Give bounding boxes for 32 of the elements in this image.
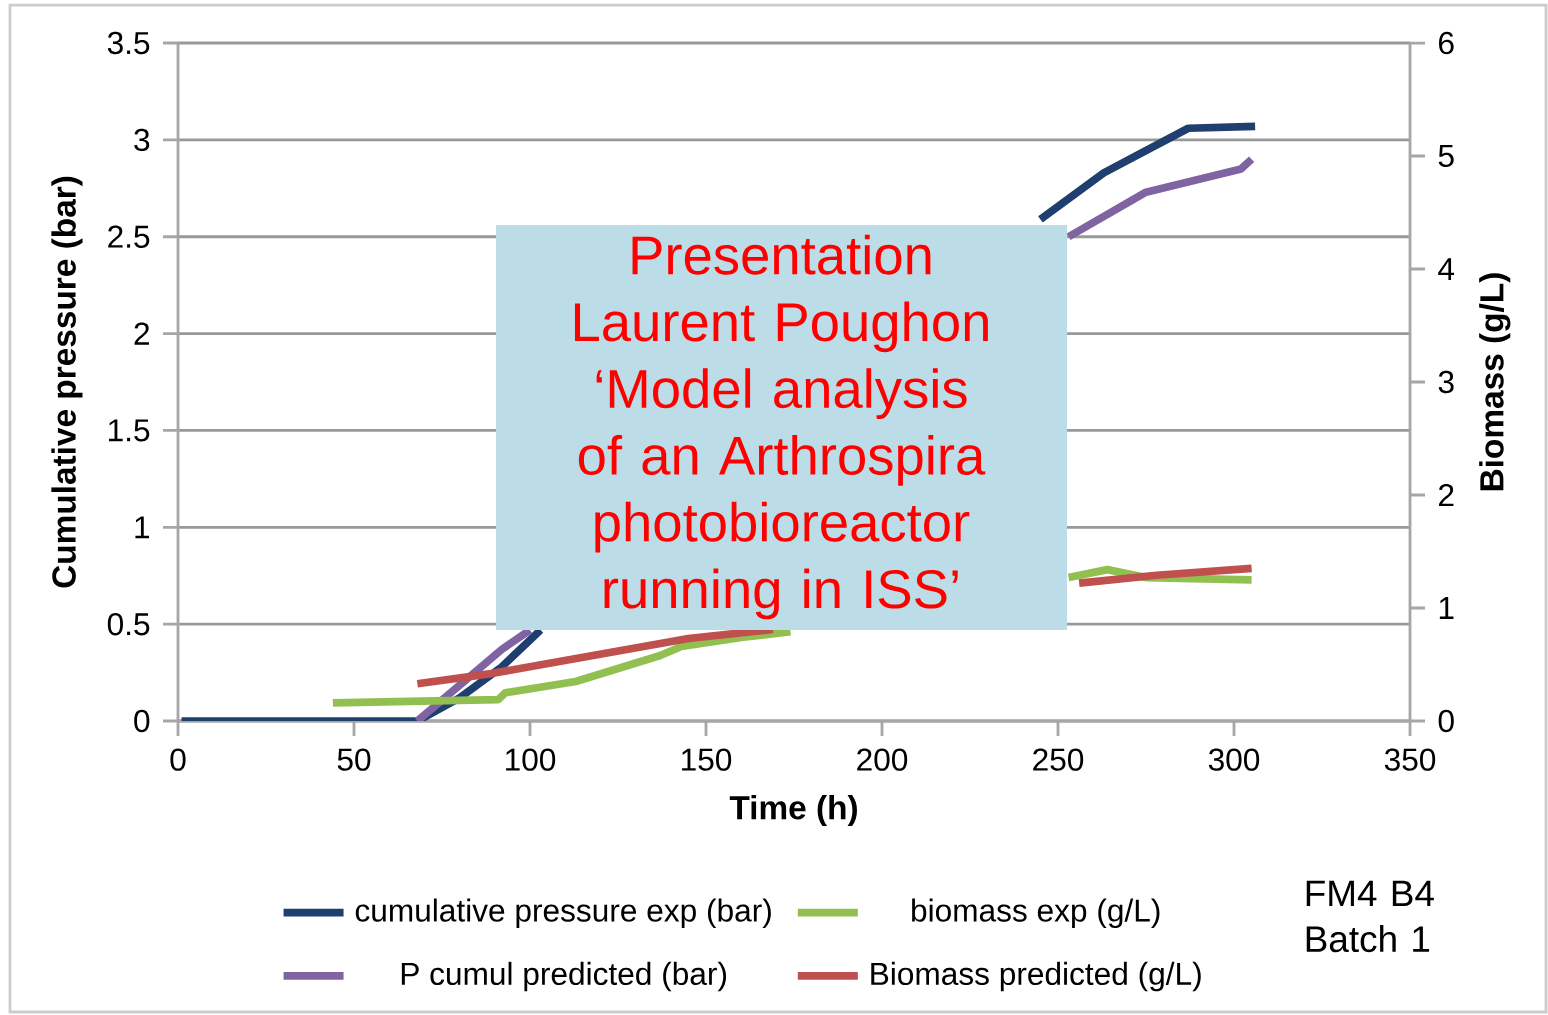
y-tick-label: 1: [135, 516, 150, 539]
y2-tick-label: 6: [1439, 31, 1454, 55]
y-tick-label: 1.5: [109, 419, 150, 442]
legend-label: biomass exp (g/L): [912, 898, 1160, 928]
x-tick-label: 100: [506, 748, 556, 771]
y2-tick-label: 2: [1439, 483, 1454, 507]
text: FM4 B4 Batch 1: [1306, 880, 1434, 953]
y-tick-label: 3: [134, 128, 150, 152]
legend-label: P cumul predicted (bar): [401, 961, 727, 992]
legend-label: Biomass predicted (g/L): [871, 961, 1201, 992]
x-tick-label: 50: [337, 748, 371, 771]
y-axis-title: Cumulative pressure (bar): [51, 176, 83, 588]
x-axis-title: Time (h): [729, 794, 857, 827]
x-tick-label: 300: [1208, 748, 1260, 771]
x-tick-label: 150: [682, 748, 732, 771]
y-tick-label: 3.5: [107, 31, 150, 55]
y-tick-label: 0.5: [107, 612, 150, 636]
x-tick-label: 0: [170, 748, 186, 771]
x-tick-label: 350: [1384, 748, 1436, 771]
y2-tick-label: 1: [1439, 597, 1454, 619]
legend-label: cumulative pressure exp (bar): [355, 898, 771, 928]
y-tick-label: 0: [134, 709, 150, 733]
y-tick-label: 2.5: [108, 225, 150, 248]
y2-axis-title: Biomass (g/L): [1479, 273, 1511, 491]
x-tick-label: 200: [857, 748, 908, 771]
y2-tick-label: 4: [1438, 258, 1455, 280]
y-tick-label: 2: [134, 322, 149, 345]
y2-tick-label: 0: [1438, 709, 1454, 733]
y2-tick-label: 3: [1438, 370, 1454, 394]
y2-tick-label: 5: [1438, 144, 1454, 168]
annotation: Presentation Laurent Poughon ‘Model analysis of an Arthrospira photobioreactor running in ISS’: [574, 234, 988, 620]
x-tick-label: 250: [1033, 748, 1084, 771]
